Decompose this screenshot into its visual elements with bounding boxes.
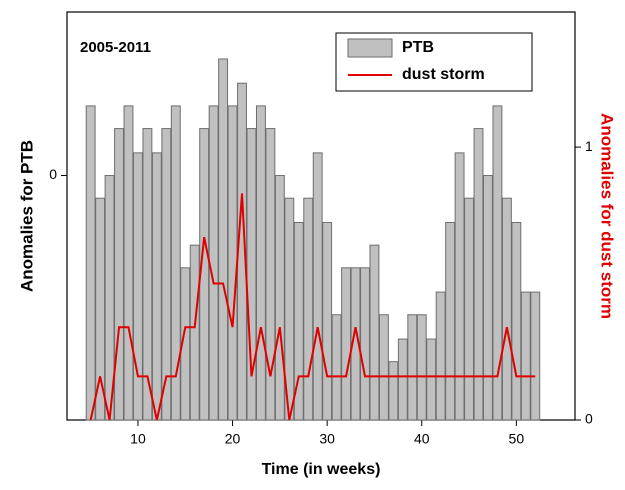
bar [189,244,200,421]
bar [170,105,181,421]
bar [85,105,96,421]
x-axis-label: Time (in weeks) [262,461,381,478]
bar [218,58,229,421]
bar [161,128,172,421]
bar [435,291,446,421]
legend-swatch [347,38,393,58]
bar [265,128,276,421]
bar [416,314,427,421]
y-axis-label: Anomalies for PTB [17,140,36,292]
bar [511,221,522,421]
bar [501,197,512,421]
bar [530,291,541,421]
y-tick-label: 0 [49,166,57,182]
bar [274,175,285,421]
bar [151,152,162,421]
bar [445,221,456,421]
bar [255,105,266,421]
bar [133,152,143,421]
bar [303,197,314,421]
bar [454,152,465,421]
bar [407,314,418,421]
bar [483,175,493,421]
bar [464,197,474,421]
bar [341,267,352,421]
bar [142,128,153,421]
bar [322,221,333,421]
x-tick-label: 50 [509,431,525,447]
bar [369,244,380,421]
line [89,193,536,421]
y2-tick-label: 1 [585,138,593,154]
legend-label: dust storm [402,66,485,83]
bar [180,267,191,421]
x-tick-label: 40 [414,431,430,447]
bar [520,291,531,421]
bar [331,314,342,421]
bar [350,267,361,421]
y2-axis-label: Anomalies for dust storm [598,113,617,319]
bar [397,338,408,421]
x-tick-label: 30 [319,431,335,447]
bar [293,221,304,421]
bar [388,361,399,421]
bar [114,128,124,421]
bar [208,105,219,421]
bar [312,152,323,421]
legend-label: PTB [402,39,434,56]
bar [95,197,106,421]
x-tick-label: 20 [225,431,241,447]
bar [378,314,389,421]
bar [227,105,238,421]
annotation: 2005-2011 [80,39,151,56]
bar [360,267,370,421]
x-tick-label: 10 [130,431,146,447]
bar [473,128,484,421]
bar [123,105,134,421]
y2-tick-label: 0 [585,411,593,427]
bar [492,105,503,421]
bar [426,338,437,421]
